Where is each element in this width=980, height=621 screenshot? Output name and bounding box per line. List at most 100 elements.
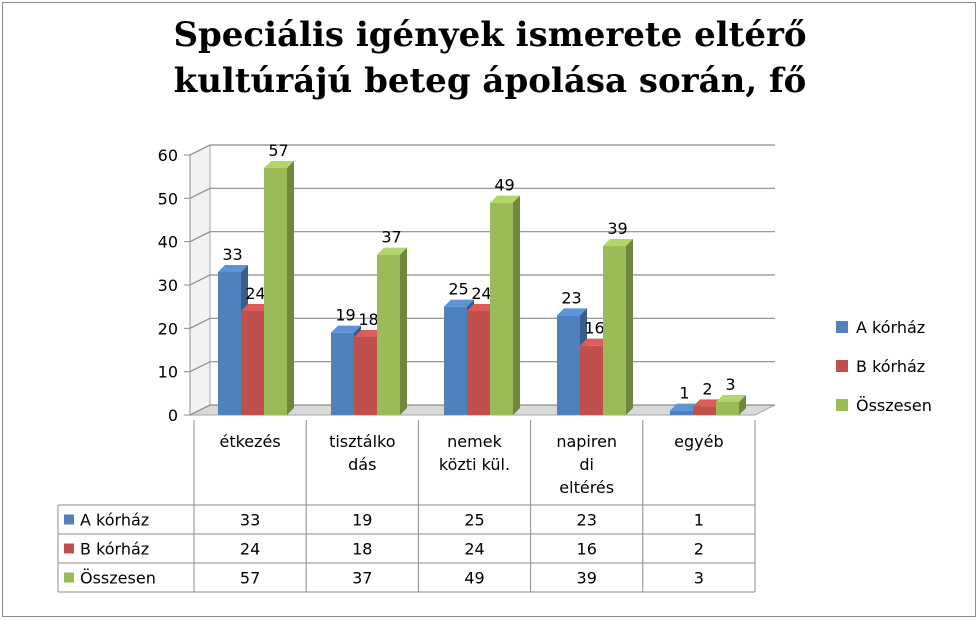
bar-face bbox=[331, 332, 354, 415]
table-legend-key bbox=[64, 514, 74, 525]
bar-top bbox=[218, 265, 248, 272]
table-cell: 18 bbox=[352, 540, 372, 559]
table-cell: 24 bbox=[464, 540, 484, 559]
bar-top bbox=[693, 399, 723, 407]
bar-top bbox=[354, 330, 384, 337]
data-label: 16 bbox=[584, 319, 604, 338]
bar bbox=[264, 161, 294, 415]
y-tick-label: 50 bbox=[158, 189, 178, 208]
table-cell: 3 bbox=[694, 569, 704, 588]
bar-side bbox=[513, 195, 520, 415]
table-cell: 2 bbox=[694, 540, 704, 559]
bar-top bbox=[557, 308, 587, 316]
table-cell: 37 bbox=[352, 569, 372, 588]
bar-side bbox=[287, 161, 294, 415]
table-cell: 23 bbox=[577, 511, 597, 530]
data-label: 18 bbox=[358, 310, 378, 329]
table-cell: 1 bbox=[694, 511, 704, 530]
category-label: egyéb bbox=[674, 432, 723, 451]
category-label: étkezés bbox=[219, 432, 280, 451]
bar-side bbox=[626, 239, 633, 415]
category-label: eltérés bbox=[559, 478, 614, 497]
chart-title-line-1: Speciális igények ismerete eltérő bbox=[173, 15, 807, 55]
category-label: napiren bbox=[556, 432, 617, 451]
bar-top bbox=[444, 299, 474, 307]
bar-top bbox=[377, 247, 407, 255]
data-label: 49 bbox=[494, 176, 514, 195]
data-label: 1 bbox=[679, 384, 689, 403]
data-label: 33 bbox=[222, 245, 242, 264]
bar-face bbox=[444, 306, 467, 415]
data-label: 24 bbox=[245, 284, 265, 303]
legend-label: A kórház bbox=[856, 318, 925, 337]
data-label: 3 bbox=[725, 375, 735, 394]
table-cell: 57 bbox=[240, 569, 260, 588]
category-label: di bbox=[579, 455, 594, 474]
y-tick-label: 60 bbox=[158, 146, 178, 165]
bar-face bbox=[490, 202, 513, 415]
bar-top bbox=[264, 161, 294, 168]
table-cell: 25 bbox=[464, 511, 484, 530]
bar-top bbox=[716, 395, 746, 402]
bar-top bbox=[580, 338, 610, 346]
y-tick-label: 10 bbox=[158, 363, 178, 382]
bar-face bbox=[377, 254, 400, 415]
bar bbox=[603, 239, 633, 415]
legend-swatch bbox=[836, 399, 848, 411]
bar-top bbox=[490, 195, 520, 203]
table-cell: 16 bbox=[577, 540, 597, 559]
data-label: 24 bbox=[471, 284, 491, 303]
table-cell: 24 bbox=[240, 540, 260, 559]
table-cell: 19 bbox=[352, 511, 372, 530]
table-cell: 49 bbox=[464, 569, 484, 588]
bar bbox=[490, 195, 520, 415]
table-legend-key bbox=[64, 572, 74, 583]
table-cell: 33 bbox=[240, 511, 260, 530]
table-series-label: B kórház bbox=[80, 540, 149, 559]
category-label: közti kül. bbox=[439, 455, 510, 474]
category-label: nemek bbox=[447, 432, 502, 451]
bar-face bbox=[670, 410, 693, 415]
bar-face bbox=[354, 337, 377, 415]
chart-title: Speciális igények ismerete eltérő kultúr… bbox=[0, 12, 980, 104]
bar-face bbox=[467, 311, 490, 415]
bar-face bbox=[264, 168, 287, 415]
bar-face bbox=[218, 272, 241, 415]
gridline bbox=[189, 274, 775, 286]
bar-face bbox=[603, 246, 626, 415]
gridline bbox=[189, 187, 775, 199]
category-label: dás bbox=[348, 455, 376, 474]
table-series-label: A kórház bbox=[80, 511, 149, 530]
bar bbox=[377, 247, 407, 415]
data-label: 19 bbox=[335, 306, 355, 325]
bar-face bbox=[557, 315, 580, 415]
gridline bbox=[189, 231, 775, 243]
bar-face bbox=[241, 311, 264, 415]
bar-face bbox=[580, 345, 603, 415]
data-label: 37 bbox=[381, 228, 401, 247]
y-tick-label: 20 bbox=[158, 319, 178, 338]
legend-label: B kórház bbox=[856, 357, 925, 376]
bar-face bbox=[693, 406, 716, 415]
data-label: 57 bbox=[268, 141, 288, 160]
bar-top bbox=[241, 304, 271, 311]
bar-top bbox=[603, 239, 633, 246]
data-label: 39 bbox=[607, 219, 627, 238]
bar-face bbox=[716, 402, 739, 415]
table-legend-key bbox=[64, 543, 74, 554]
table-cell: 39 bbox=[577, 569, 597, 588]
y-tick-label: 40 bbox=[158, 233, 178, 252]
chart-title-line-2: kultúrájú beteg ápolása során, fő bbox=[173, 61, 807, 101]
bar bbox=[716, 395, 746, 415]
gridline bbox=[189, 144, 775, 156]
legend-swatch bbox=[836, 360, 848, 372]
data-label: 2 bbox=[702, 379, 712, 398]
y-tick-label: 0 bbox=[168, 406, 178, 425]
bar-side bbox=[739, 395, 746, 415]
data-label: 25 bbox=[448, 280, 468, 299]
data-label: 23 bbox=[561, 288, 581, 307]
table-series-label: Összesen bbox=[80, 569, 156, 588]
category-label: tisztálko bbox=[329, 432, 395, 451]
